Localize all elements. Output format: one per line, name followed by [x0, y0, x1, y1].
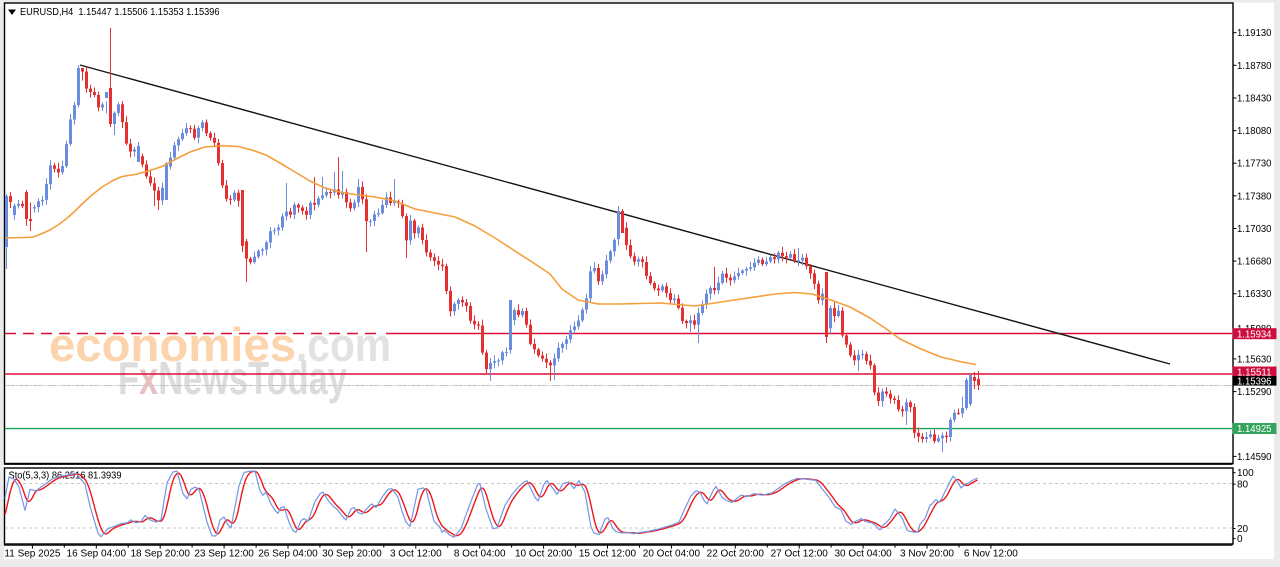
svg-text:22 Oct 20:00: 22 Oct 20:00	[707, 549, 765, 560]
svg-text:1.18780: 1.18780	[1237, 61, 1272, 72]
svg-text:1.16330: 1.16330	[1237, 289, 1272, 300]
svg-text:11 Sep 2025: 11 Sep 2025	[4, 549, 60, 560]
svg-text:1.14925: 1.14925	[1237, 424, 1272, 435]
svg-text:0: 0	[1237, 534, 1243, 545]
svg-text:1.15511: 1.15511	[1237, 368, 1272, 379]
svg-text:10 Oct 20:00: 10 Oct 20:00	[515, 549, 573, 560]
svg-text:1.18080: 1.18080	[1237, 126, 1272, 137]
svg-text:20: 20	[1237, 524, 1249, 535]
svg-text:27 Oct 12:00: 27 Oct 12:00	[771, 549, 829, 560]
svg-text:1.17030: 1.17030	[1237, 224, 1272, 235]
svg-text:23 Sep 12:00: 23 Sep 12:00	[194, 549, 254, 560]
svg-text:6 Nov 12:00: 6 Nov 12:00	[964, 549, 1018, 560]
svg-text:30 Oct 04:00: 30 Oct 04:00	[834, 549, 892, 560]
svg-text:1.16680: 1.16680	[1237, 257, 1272, 268]
svg-text:100: 100	[1237, 468, 1254, 479]
svg-text:1.19130: 1.19130	[1237, 28, 1272, 39]
svg-text:1.18430: 1.18430	[1237, 94, 1272, 105]
svg-text:economies: economies	[49, 318, 296, 371]
svg-text:1.15934: 1.15934	[1237, 329, 1272, 340]
svg-text:3 Nov 20:00: 3 Nov 20:00	[900, 549, 954, 560]
svg-text:3 Oct 12:00: 3 Oct 12:00	[390, 549, 442, 560]
svg-text:16 Sep 04:00: 16 Sep 04:00	[67, 549, 127, 560]
svg-text:1.17380: 1.17380	[1237, 191, 1272, 202]
svg-text:1.15396: 1.15396	[1237, 377, 1272, 388]
svg-text:30 Sep 20:00: 30 Sep 20:00	[322, 549, 382, 560]
svg-text:80: 80	[1237, 480, 1249, 491]
svg-text:1.15630: 1.15630	[1237, 354, 1272, 365]
svg-text:20 Oct 04:00: 20 Oct 04:00	[643, 549, 701, 560]
svg-text:15 Oct 12:00: 15 Oct 12:00	[579, 549, 637, 560]
svg-text:18 Sep 20:00: 18 Sep 20:00	[130, 549, 190, 560]
svg-text:1.14590: 1.14590	[1237, 452, 1272, 463]
svg-text:FxNewsToday: FxNewsToday	[118, 352, 347, 404]
svg-text:8 Oct 04:00: 8 Oct 04:00	[454, 549, 506, 560]
svg-text:1.15290: 1.15290	[1237, 387, 1272, 398]
svg-text:1.17730: 1.17730	[1237, 159, 1272, 170]
svg-text:.com: .com	[296, 318, 391, 371]
svg-text:26 Sep 04:00: 26 Sep 04:00	[258, 549, 318, 560]
svg-text:EURUSD,H4 1.15447 1.15506 1.1: EURUSD,H4 1.15447 1.15506 1.15353 1.1539…	[20, 7, 220, 18]
